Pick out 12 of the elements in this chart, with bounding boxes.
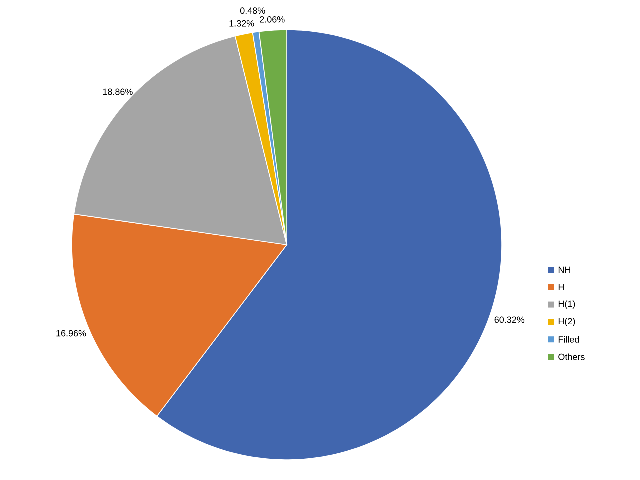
data-label: 1.32% [230,20,254,27]
legend-label: Filled [558,336,580,343]
data-label: 0.48% [240,8,266,14]
data-label: 16.96% [56,330,86,337]
data-label: 60.32% [494,316,525,324]
data-label: 18.86% [103,88,133,96]
legend-label: H(2) [558,318,576,326]
legend-label: NH [558,266,570,274]
legend-label: H(1) [558,300,576,309]
data-label: 2.06% [260,16,285,23]
legend-label: Others [558,354,585,360]
legend-label: H [558,284,564,290]
